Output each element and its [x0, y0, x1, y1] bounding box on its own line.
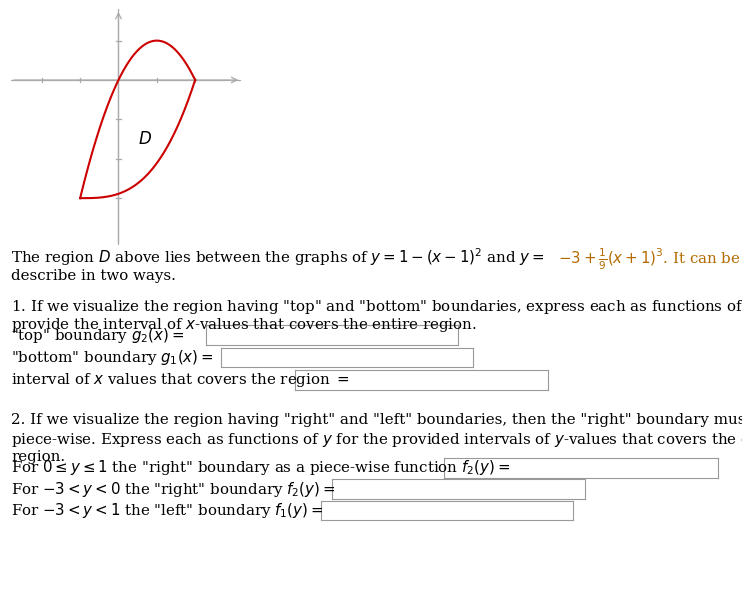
- Text: 1. If we visualize the region having "top" and "bottom" boundaries, express each: 1. If we visualize the region having "to…: [11, 298, 742, 316]
- Text: 2. If we visualize the region having "right" and "left" boundaries, then the "ri: 2. If we visualize the region having "ri…: [11, 413, 742, 427]
- Text: provide the interval of $x$-values that covers the entire region.: provide the interval of $x$-values that …: [11, 316, 476, 335]
- Text: describe in two ways.: describe in two ways.: [11, 269, 176, 283]
- Text: "top" boundary $g_2(x) =$: "top" boundary $g_2(x) =$: [11, 325, 185, 345]
- Text: The region $\mathit{D}$ above lies between the graphs of $y = 1-(x-1)^2$ and $y : The region $\mathit{D}$ above lies betwe…: [11, 247, 545, 268]
- Text: "bottom" boundary $g_1(x) =$: "bottom" boundary $g_1(x) =$: [11, 348, 214, 367]
- Text: For $0 \leq y \leq 1$ the "right" boundary as a piece-wise function $f_2(y) =$: For $0 \leq y \leq 1$ the "right" bounda…: [11, 458, 510, 478]
- Text: piece-wise. Express each as functions of $y$ for the provided intervals of $y$-v: piece-wise. Express each as functions of…: [11, 431, 742, 450]
- Text: D: D: [139, 130, 151, 148]
- Text: region.: region.: [11, 450, 65, 464]
- Text: interval of $x$ values that covers the region $=$: interval of $x$ values that covers the r…: [11, 371, 350, 389]
- Text: For $-3 < y < 1$ the "left" boundary $f_1(y) =$: For $-3 < y < 1$ the "left" boundary $f_…: [11, 501, 324, 520]
- Text: $-3+\frac{1}{9}(x+1)^3$. It can be: $-3+\frac{1}{9}(x+1)^3$. It can be: [558, 247, 741, 272]
- Text: For $-3 < y < 0$ the "right" boundary $f_2(y) =$: For $-3 < y < 0$ the "right" boundary $f…: [11, 479, 335, 499]
